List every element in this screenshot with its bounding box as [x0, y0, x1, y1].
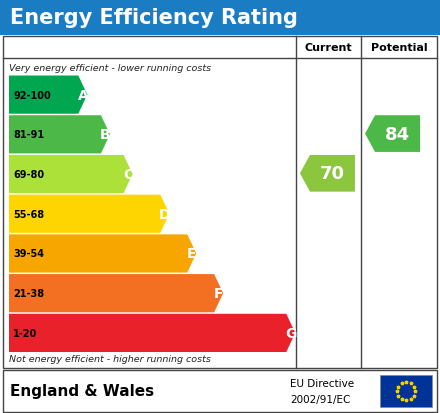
- Bar: [3, 370, 437, 412]
- Text: 1-20: 1-20: [13, 328, 37, 338]
- Text: 92-100: 92-100: [13, 90, 51, 100]
- Text: Very energy efficient - lower running costs: Very energy efficient - lower running co…: [9, 64, 211, 73]
- Text: F: F: [214, 287, 224, 300]
- Text: G: G: [285, 326, 297, 340]
- Text: 2002/91/EC: 2002/91/EC: [290, 394, 350, 404]
- Text: 39-54: 39-54: [13, 249, 44, 259]
- Polygon shape: [9, 116, 110, 154]
- Bar: [0, 0, 440, 36]
- Text: 84: 84: [385, 125, 410, 143]
- Polygon shape: [365, 116, 420, 152]
- Polygon shape: [9, 76, 87, 114]
- Text: E: E: [187, 247, 197, 261]
- Text: 81-91: 81-91: [13, 130, 44, 140]
- Text: C: C: [123, 168, 133, 182]
- Polygon shape: [9, 195, 169, 233]
- Bar: [380, 375, 432, 407]
- Text: 21-38: 21-38: [13, 288, 44, 299]
- Polygon shape: [9, 235, 196, 273]
- Text: D: D: [159, 207, 171, 221]
- Text: B: B: [100, 128, 111, 142]
- Text: Current: Current: [304, 43, 352, 53]
- Text: Potential: Potential: [371, 43, 427, 53]
- Text: A: A: [77, 88, 88, 102]
- Bar: [3, 37, 437, 368]
- Polygon shape: [300, 156, 355, 192]
- Text: 69-80: 69-80: [13, 170, 44, 180]
- Text: England & Wales: England & Wales: [10, 384, 154, 399]
- Text: Not energy efficient - higher running costs: Not energy efficient - higher running co…: [9, 354, 211, 363]
- Polygon shape: [9, 156, 132, 194]
- Text: EU Directive: EU Directive: [290, 378, 354, 388]
- Polygon shape: [9, 274, 223, 313]
- Polygon shape: [9, 314, 295, 352]
- Text: 70: 70: [320, 165, 345, 183]
- Text: Energy Efficiency Rating: Energy Efficiency Rating: [10, 8, 298, 28]
- Text: 55-68: 55-68: [13, 209, 44, 219]
